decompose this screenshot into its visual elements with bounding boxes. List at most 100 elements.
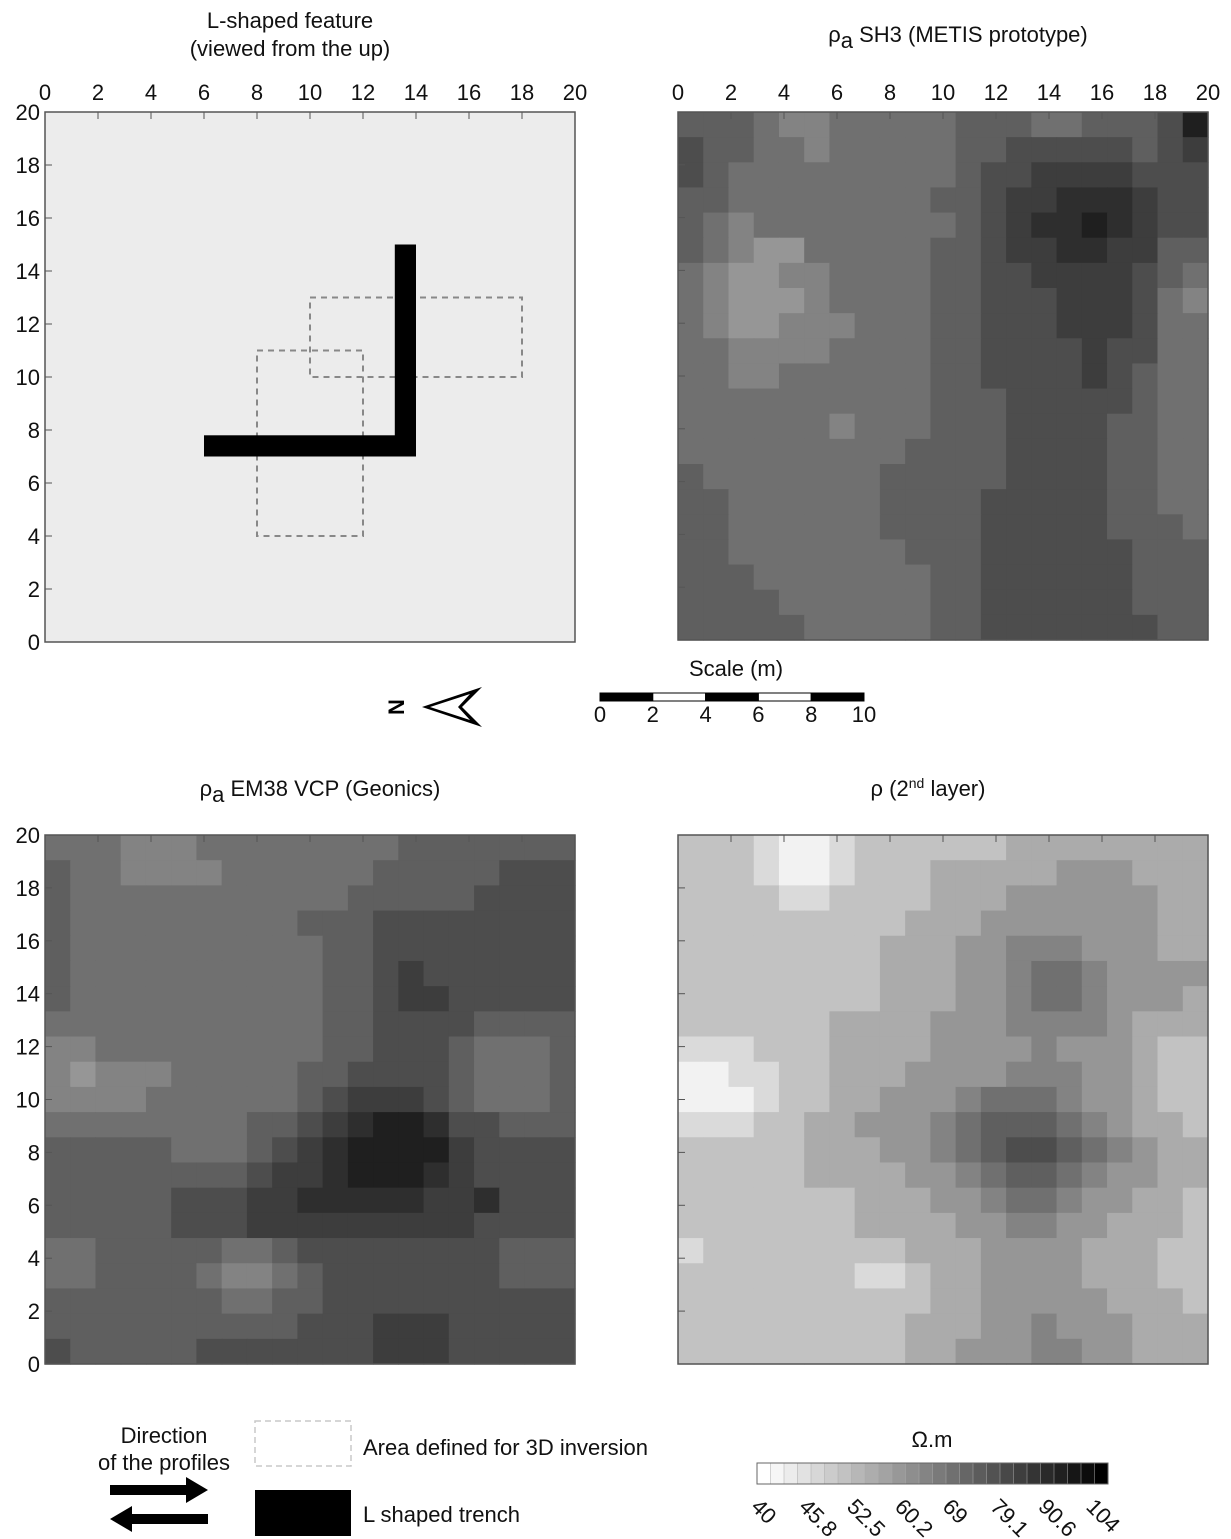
panel4-cell — [829, 885, 856, 912]
panel4-cell — [1182, 1288, 1209, 1315]
panel4-cell — [854, 1288, 881, 1315]
panel4-cell — [1132, 1086, 1159, 1113]
panel2-cell — [804, 288, 831, 314]
panel4-cell — [728, 1263, 755, 1290]
panel4-cell — [1081, 1011, 1108, 1038]
panel2-cell — [678, 614, 704, 641]
panel2-cell — [955, 564, 982, 591]
panel2-cell — [1132, 413, 1159, 440]
panel3-cell — [347, 1011, 374, 1038]
panel3-cell — [221, 1036, 248, 1063]
panel3-cell — [499, 1263, 526, 1290]
panel3-cell — [373, 1086, 399, 1113]
scale-bar-segment — [810, 692, 865, 702]
panel3-cell — [347, 835, 374, 861]
panel3-cell — [171, 960, 198, 987]
panel4-cell — [753, 885, 780, 912]
panel4-cell — [678, 1238, 704, 1264]
panel4-cell — [1132, 1238, 1159, 1264]
panel4-cell — [1182, 1313, 1209, 1340]
panel4-cell — [854, 1086, 881, 1113]
panel3-cell — [474, 1036, 500, 1063]
panel4-cell — [1031, 1061, 1058, 1088]
panel2-cell — [930, 187, 957, 214]
panel3-cell — [448, 1263, 475, 1290]
panel2-cell — [1182, 438, 1209, 465]
panel4-cell — [1081, 885, 1108, 912]
panel4-cell — [703, 1338, 730, 1365]
panel3-cell — [246, 986, 273, 1012]
panel4-cell — [1182, 885, 1209, 912]
panel3-cell — [221, 1137, 248, 1164]
panel4-cell — [753, 935, 780, 962]
panel4-cell — [1107, 1086, 1133, 1113]
panel2-cell — [905, 338, 931, 365]
panel4-cell — [804, 885, 831, 912]
scale-bar-segment — [599, 692, 654, 702]
panel4-cell — [1006, 1238, 1032, 1264]
panel2-cell — [879, 212, 906, 239]
panel3-cell — [297, 1036, 324, 1063]
panel3-cell — [272, 986, 298, 1012]
panel1-ytick-label: 10 — [16, 365, 40, 390]
panel2-cell — [1081, 614, 1108, 641]
panel3-cell — [499, 1061, 526, 1088]
panel4-cell — [905, 1061, 931, 1088]
panel2-cell — [854, 589, 881, 616]
panel4-cell — [879, 1162, 906, 1189]
panel2-cell — [1056, 187, 1083, 214]
panel2-cell — [804, 413, 831, 440]
panel4-cell — [905, 835, 931, 861]
panel2-cell — [854, 212, 881, 239]
panel2-cell — [778, 137, 805, 163]
panel2-cell — [1132, 137, 1159, 163]
panel4-cell — [980, 1212, 1007, 1239]
panel3-cell — [499, 935, 526, 962]
panel4-cell — [1031, 910, 1058, 937]
panel4-cell — [930, 1162, 957, 1189]
panel4-cell — [1107, 1112, 1133, 1138]
panel4-cell — [703, 1288, 730, 1315]
panel4-cell — [1182, 1137, 1209, 1164]
panel3-cell — [95, 1288, 122, 1315]
panel4-cell — [955, 1086, 982, 1113]
panel3-ytick-label: 8 — [28, 1140, 40, 1165]
panel2-cell — [1006, 288, 1032, 314]
panel4-cell — [1132, 885, 1159, 912]
panel4-cell — [778, 1187, 805, 1214]
panel4-cell — [778, 960, 805, 987]
panel3-cell — [322, 1187, 349, 1214]
panel2-cell — [1157, 338, 1184, 365]
panel3-cell — [398, 1187, 425, 1214]
panel4-cell — [1056, 860, 1083, 886]
panel2-cell — [930, 313, 957, 339]
panel3-cell — [373, 1112, 399, 1138]
panel2-cell — [930, 162, 957, 189]
panel4-cell — [728, 1036, 755, 1063]
panel2-cell — [905, 589, 931, 616]
panel4-cell — [1006, 1263, 1032, 1290]
panel2-cell — [804, 112, 831, 138]
panel3-cell — [423, 986, 450, 1012]
panel3-cell — [347, 986, 374, 1012]
panel2-cell — [980, 388, 1007, 415]
panel2-cell — [1031, 162, 1058, 189]
panel2-cell — [879, 464, 906, 490]
legend: Direction of the profiles Area defined f… — [98, 1420, 1125, 1539]
panel2-cell — [1006, 338, 1032, 365]
panel3-cell — [45, 910, 71, 937]
panel2-cell — [804, 313, 831, 339]
panel4-cell — [753, 1011, 780, 1038]
colorbar-swatch — [837, 1462, 853, 1485]
panel2-cell — [778, 162, 805, 189]
panel3-cell — [70, 1263, 97, 1290]
panel2-cell — [854, 137, 881, 163]
panel2-cell — [678, 564, 704, 591]
panel3-cell — [272, 910, 298, 937]
panel3-cell — [221, 1086, 248, 1113]
panel2-cell — [1056, 262, 1083, 289]
panel3-cell — [448, 1061, 475, 1088]
panel3-cell — [120, 986, 147, 1012]
panel2-cell — [1107, 489, 1133, 515]
